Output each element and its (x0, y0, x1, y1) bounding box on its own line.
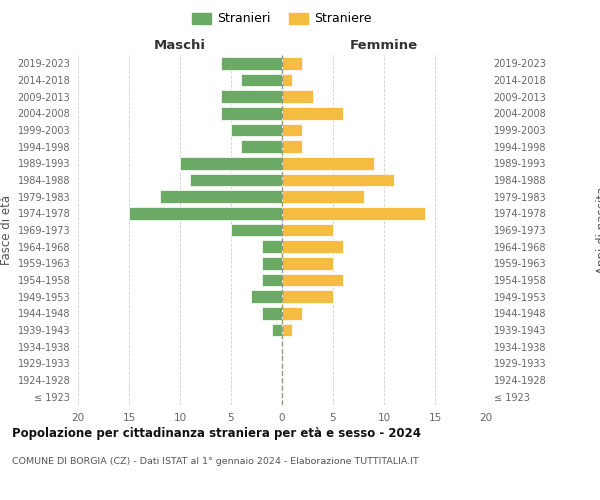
Bar (241, 74, 282, 86)
Bar (282, 57, 302, 70)
Bar (282, 90, 313, 103)
Bar (282, 190, 364, 203)
Y-axis label: Fasce di età: Fasce di età (1, 195, 13, 265)
Bar (262, 240, 282, 253)
Bar (221, 107, 282, 120)
Bar (231, 224, 282, 236)
Bar (282, 257, 333, 270)
Bar (262, 257, 282, 270)
Bar (282, 107, 343, 120)
Bar (262, 274, 282, 286)
Bar (282, 174, 394, 186)
Bar (251, 290, 282, 303)
Bar (262, 307, 282, 320)
Bar (221, 57, 282, 70)
Text: Popolazione per cittadinanza straniera per età e sesso - 2024: Popolazione per cittadinanza straniera p… (12, 428, 421, 440)
Bar (282, 74, 292, 86)
Bar (282, 324, 292, 336)
Bar (282, 224, 333, 236)
Text: Femmine: Femmine (350, 38, 418, 52)
Text: COMUNE DI BORGIA (CZ) - Dati ISTAT al 1° gennaio 2024 - Elaborazione TUTTITALIA.: COMUNE DI BORGIA (CZ) - Dati ISTAT al 1°… (12, 458, 419, 466)
Bar (129, 207, 282, 220)
Bar (282, 240, 343, 253)
Legend: Stranieri, Straniere: Stranieri, Straniere (188, 8, 376, 29)
Bar (221, 90, 282, 103)
Bar (282, 274, 343, 286)
Bar (231, 124, 282, 136)
Text: Maschi: Maschi (154, 38, 206, 52)
Bar (282, 307, 302, 320)
Bar (272, 324, 282, 336)
Bar (282, 207, 425, 220)
Bar (241, 140, 282, 153)
Bar (190, 174, 282, 186)
Bar (282, 124, 302, 136)
Bar (282, 290, 333, 303)
Bar (282, 140, 302, 153)
Bar (282, 157, 374, 170)
Bar (160, 190, 282, 203)
Y-axis label: Anni di nascita: Anni di nascita (596, 186, 600, 274)
Bar (180, 157, 282, 170)
